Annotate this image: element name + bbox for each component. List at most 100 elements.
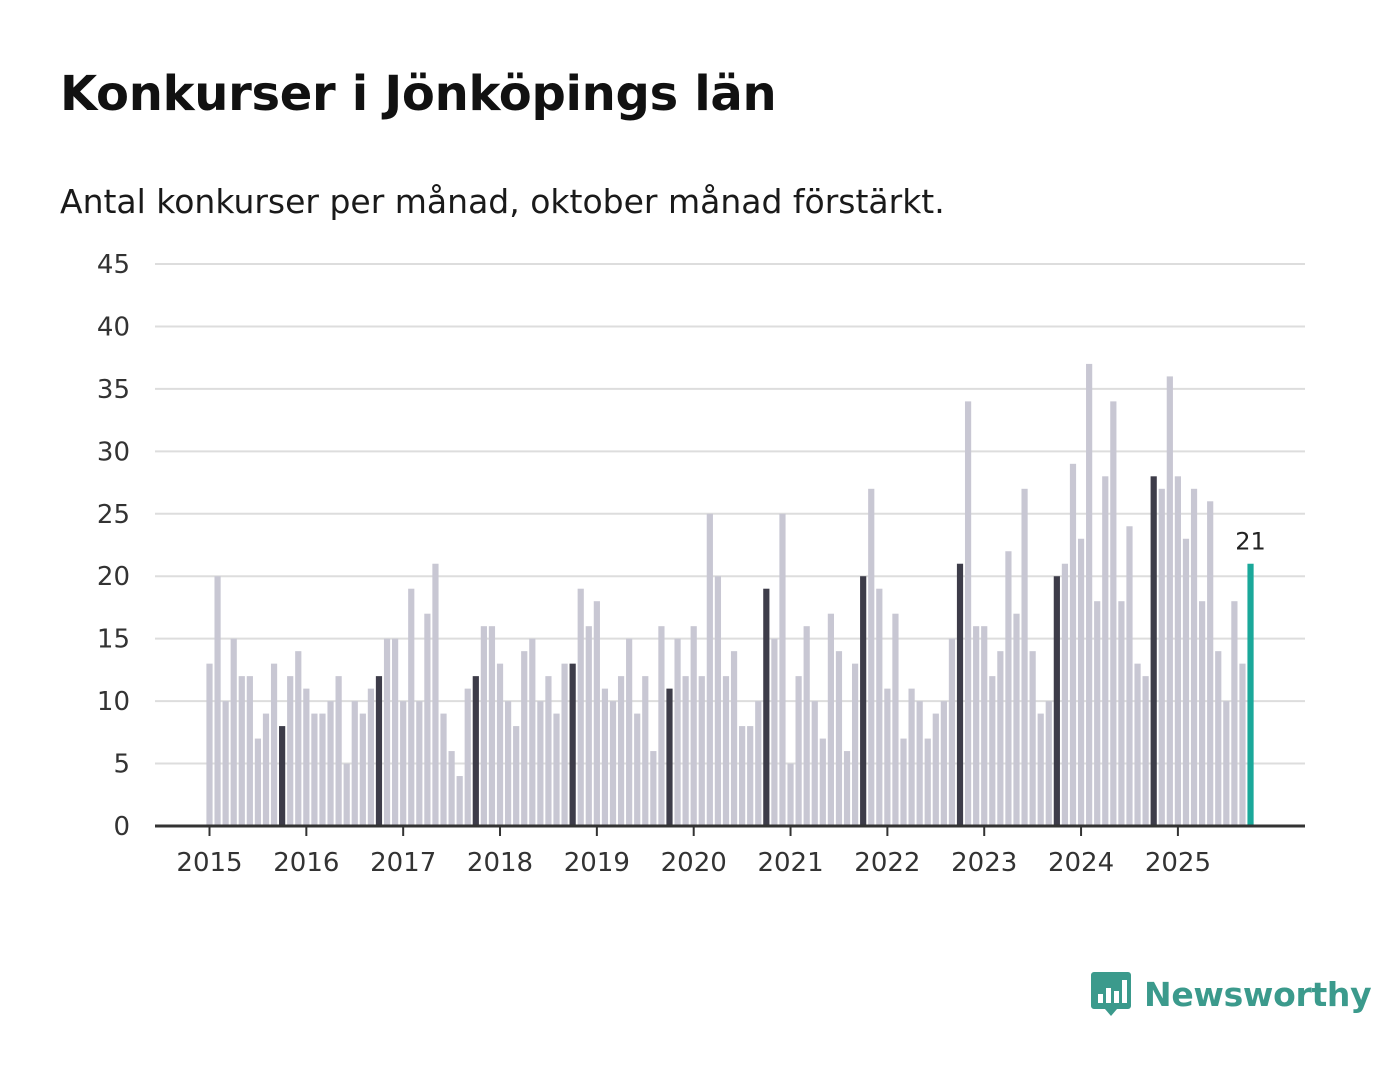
bar <box>375 676 383 826</box>
bar <box>488 626 496 826</box>
bar <box>545 676 552 826</box>
bar <box>238 676 245 826</box>
y-tick-label: 0 <box>113 812 130 842</box>
bar <box>254 738 262 826</box>
bar <box>383 638 391 826</box>
bar <box>1150 476 1157 826</box>
bar <box>230 638 237 826</box>
y-tick-label: 5 <box>113 750 130 780</box>
bar <box>924 738 931 826</box>
x-tick-label: 2022 <box>854 848 920 878</box>
bar <box>617 676 625 826</box>
y-tick-label: 35 <box>97 375 130 405</box>
bar <box>739 726 746 826</box>
bar <box>650 751 657 826</box>
bar <box>1142 676 1149 826</box>
bar <box>537 701 544 826</box>
bar <box>1045 701 1052 826</box>
bar <box>1166 376 1173 826</box>
bar <box>779 513 786 826</box>
bar <box>408 588 415 826</box>
axes <box>155 824 1305 836</box>
bar <box>690 626 697 826</box>
bar <box>311 713 318 826</box>
bar <box>1239 663 1246 826</box>
x-tick-label: 2024 <box>1048 848 1114 878</box>
bar <box>464 688 471 826</box>
bar <box>706 513 713 826</box>
x-tick-label: 2018 <box>467 848 533 878</box>
bar <box>714 576 722 826</box>
bar <box>819 738 826 826</box>
bar <box>222 701 229 826</box>
bar <box>795 676 802 826</box>
bar <box>698 676 705 826</box>
bar <box>763 588 770 826</box>
bar <box>1086 363 1093 826</box>
bar <box>1158 488 1165 826</box>
bar <box>327 701 334 826</box>
bar <box>884 688 891 826</box>
bar <box>973 626 980 826</box>
bar <box>287 676 294 826</box>
y-tick-label: 20 <box>97 562 130 592</box>
bar <box>1190 488 1198 826</box>
y-tick-label: 15 <box>97 625 130 655</box>
y-tick-label: 10 <box>97 687 130 717</box>
bar <box>246 676 253 826</box>
bar <box>279 726 286 826</box>
bar <box>964 401 972 826</box>
bar <box>1199 601 1206 826</box>
bar <box>529 638 536 826</box>
bar <box>1094 601 1101 826</box>
bar <box>1174 476 1181 826</box>
bar <box>658 626 665 826</box>
bar <box>730 651 738 826</box>
bar <box>577 588 584 826</box>
bar <box>270 663 278 826</box>
x-tick-label: 2016 <box>273 848 339 878</box>
bar <box>682 676 689 826</box>
bar <box>472 676 479 826</box>
bar <box>666 688 673 826</box>
bar <box>521 651 528 826</box>
x-tick-label: 2015 <box>176 848 242 878</box>
bar <box>747 726 754 826</box>
bar <box>1223 701 1230 826</box>
bar <box>1102 476 1109 826</box>
x-tick-label: 2021 <box>757 848 823 878</box>
bar <box>262 713 270 826</box>
bar <box>1061 563 1069 826</box>
bar <box>206 663 213 826</box>
x-tick-label: 2025 <box>1145 848 1211 878</box>
bar <box>424 613 431 826</box>
bar <box>1053 576 1060 826</box>
bar <box>367 688 374 826</box>
bar <box>1069 463 1077 826</box>
bar <box>335 676 342 826</box>
bar <box>843 751 851 826</box>
bar <box>448 751 455 826</box>
bar <box>989 676 996 826</box>
bar <box>771 638 778 826</box>
bar <box>1037 713 1044 826</box>
x-tick-label: 2020 <box>661 848 727 878</box>
bar <box>609 701 617 826</box>
bar <box>561 663 568 826</box>
bar <box>852 663 859 826</box>
bar <box>359 713 366 826</box>
bar <box>1077 538 1085 826</box>
bar <box>948 638 956 826</box>
bar <box>351 701 358 826</box>
bar <box>1134 663 1141 826</box>
bar <box>1118 601 1125 826</box>
bar <box>1207 501 1214 826</box>
bar <box>674 638 681 826</box>
bar <box>496 663 504 826</box>
bar <box>569 663 576 826</box>
x-tick-label: 2017 <box>370 848 436 878</box>
bar <box>803 626 810 826</box>
bar <box>932 713 939 826</box>
bar-chart-speech-bubble-icon <box>1091 972 1131 1016</box>
